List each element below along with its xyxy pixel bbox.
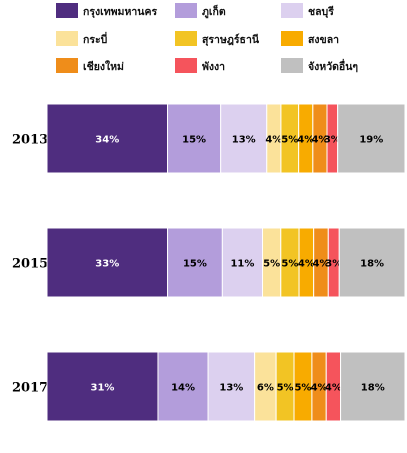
segment-value-label: 14% [171,383,195,394]
legend-swatch [281,3,303,18]
bar-segment [46,227,169,298]
segment-value-label: 18% [360,259,384,270]
bar-row: 2017 31% 14% 13% 6% 5% 5% 4%4% 18% [12,351,406,422]
bar-segment [338,227,406,298]
bar-segment [167,227,223,298]
segment-value-label: 19% [359,135,383,146]
legend-swatch [175,58,197,73]
bar-row: 2015 33% 15% 11% 5% 5% 4%4%3% 18% [12,227,406,298]
year-label: 2017 [12,381,48,396]
segment-value-label: 3% [324,135,341,146]
segment-value-label: 13% [219,383,243,394]
legend-label: ชลบุรี [308,5,334,19]
bar-segment [46,103,169,174]
legend-label: สุราษฎร์ธานี [202,33,260,47]
legend-swatch [56,58,78,73]
bar-row: 2013 34% 15% 13% 4%5%4%4%3% 19% [12,103,406,174]
segment-value-label: 4% [298,259,315,270]
legend-label: ภูเก็ต [202,4,226,19]
legend-item: กระบี่ [56,31,108,46]
bar-segment [221,227,264,298]
segment-value-label: 18% [361,383,385,394]
legend-swatch [56,3,78,18]
legend-item: กรุงเทพมหานคร [56,3,157,19]
segment-value-label: 6% [257,383,274,394]
chart-legend: กรุงเทพมหานคร ภูเก็ต ชลบุรีกระบี่ สุราษฎร์ธ… [56,3,358,73]
segment-value-label: 15% [183,259,207,270]
segment-value-label: 4% [265,135,282,146]
segment-value-label: 33% [95,259,119,270]
legend-swatch [281,31,303,46]
year-label: 2015 [12,257,48,272]
segment-value-label: 5% [263,259,280,270]
segment-value-label: 4% [311,135,328,146]
year-label: 2013 [12,133,48,148]
legend-label: พังงา [202,61,225,73]
segment-value-label: 5% [281,135,298,146]
segment-value-label: 5% [277,383,294,394]
segment-value-label: 3% [325,259,342,270]
bar-segment [207,351,256,422]
segment-value-label: 13% [232,135,256,146]
legend-swatch [281,58,303,73]
segment-value-label: 11% [230,259,254,270]
bar-segment [337,103,406,174]
legend-item: ภูเก็ต [175,3,226,19]
segment-value-label: 31% [91,383,115,394]
segment-value-label: 15% [182,135,206,146]
chart-bars: 2013 34% 15% 13% 4%5%4%4%3% 19%2015 33% 15% 11% 5… [12,103,406,422]
segment-value-label: 5% [281,259,298,270]
legend-label: กระบี่ [83,31,108,46]
legend-swatch [175,31,197,46]
legend-item: สุราษฎร์ธานี [175,31,260,47]
bar-segment [220,103,268,174]
segment-value-label: 4% [297,135,314,146]
legend-item: เชียงใหม่ [56,58,124,73]
legend-label: กรุงเทพมหานคร [83,6,157,19]
legend-swatch [175,3,197,18]
legend-label: จังหวัดอื่นๆ [308,58,358,73]
legend-label: เชียงใหม่ [83,59,124,73]
bar-segment [46,351,159,422]
bar-segment [167,103,222,174]
bar-segment [340,351,406,422]
segment-value-label: 4% [325,383,342,394]
segment-value-label: 5% [294,383,311,394]
bar-segment [157,351,209,422]
legend-item: จังหวัดอื่นๆ [281,58,358,73]
legend-item: พังงา [175,58,225,73]
legend-item: สงขลา [281,31,339,46]
legend-item: ชลบุรี [281,3,334,19]
legend-label: สงขลา [308,34,339,46]
segment-value-label: 4% [312,259,329,270]
segment-value-label: 34% [95,135,119,146]
segment-value-label: 4% [311,383,328,394]
legend-swatch [56,31,78,46]
